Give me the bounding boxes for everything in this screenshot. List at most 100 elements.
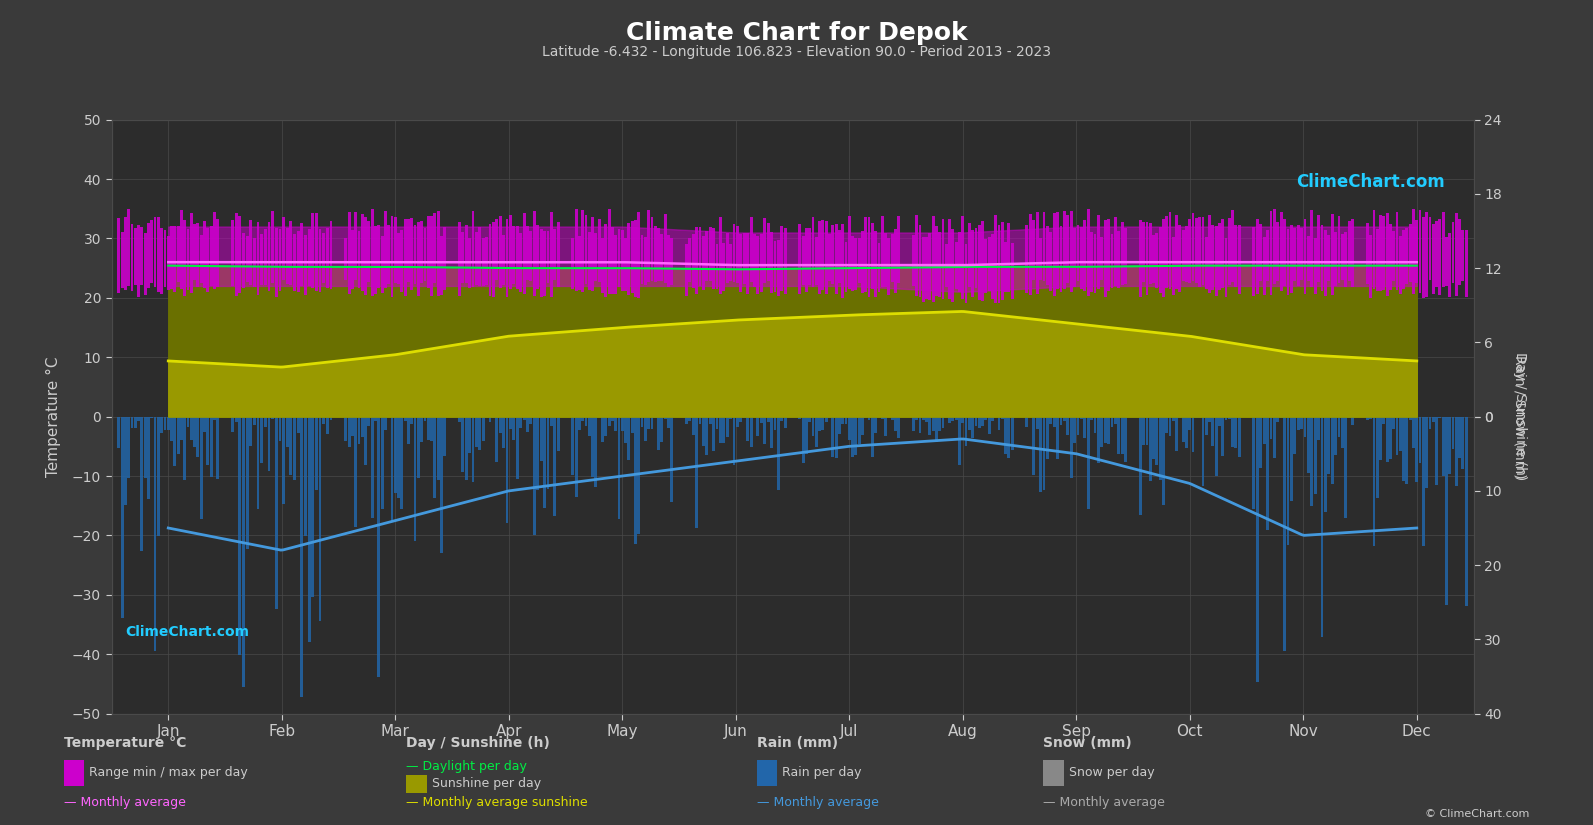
Bar (264, 417, 266, 427)
Bar (1330, 214, 1333, 295)
Bar (1317, 417, 1321, 440)
Bar (457, 222, 460, 295)
Bar (1344, 417, 1348, 518)
Bar (196, 417, 199, 457)
Bar (847, 216, 851, 289)
Bar (304, 417, 307, 536)
Bar (1314, 238, 1316, 294)
Bar (526, 417, 529, 431)
Bar (315, 417, 319, 490)
Bar (327, 229, 328, 288)
Bar (601, 238, 604, 293)
Bar (492, 222, 495, 297)
Bar (1426, 417, 1427, 488)
Bar (231, 220, 234, 285)
Bar (997, 417, 1000, 431)
Bar (1448, 233, 1451, 297)
Bar (304, 235, 307, 295)
Bar (417, 222, 419, 296)
Bar (948, 417, 951, 422)
Bar (242, 417, 245, 687)
Bar (730, 243, 733, 281)
Bar (499, 417, 502, 433)
Text: Snow per day: Snow per day (1069, 766, 1155, 779)
Bar (932, 417, 935, 431)
Bar (1376, 229, 1378, 291)
Bar (276, 417, 277, 609)
Bar (319, 229, 322, 291)
Bar (1053, 417, 1056, 427)
Bar (1335, 417, 1337, 455)
Bar (1204, 417, 1207, 435)
Bar (801, 236, 804, 285)
Bar (739, 234, 742, 291)
Bar (798, 224, 801, 294)
Bar (510, 214, 511, 289)
Bar (1389, 224, 1392, 290)
Bar (838, 417, 841, 435)
Bar (671, 238, 674, 285)
Bar (1263, 238, 1265, 295)
Bar (546, 417, 550, 489)
Bar (1225, 417, 1228, 420)
Bar (1007, 223, 1010, 292)
Bar (1373, 210, 1375, 289)
Bar (121, 417, 124, 618)
Bar (1351, 417, 1354, 426)
Bar (871, 417, 873, 457)
Bar (256, 417, 260, 509)
Bar (1266, 229, 1270, 281)
Bar (478, 227, 481, 286)
Bar (158, 417, 159, 536)
Bar (1238, 417, 1241, 457)
Bar (723, 417, 725, 444)
Bar (709, 227, 712, 281)
Bar (242, 233, 245, 288)
Bar (1442, 417, 1445, 475)
Bar (1348, 221, 1351, 280)
Bar (644, 237, 647, 285)
Bar (1090, 232, 1093, 292)
Bar (581, 417, 585, 421)
Bar (1282, 417, 1286, 651)
Bar (1176, 417, 1177, 451)
Bar (543, 417, 546, 508)
Bar (330, 417, 333, 420)
Bar (1380, 214, 1383, 291)
Bar (1231, 210, 1235, 282)
Bar (1370, 235, 1372, 298)
Bar (628, 417, 631, 460)
Bar (143, 417, 147, 478)
Bar (202, 417, 205, 431)
Bar (1327, 417, 1330, 474)
Bar (1415, 220, 1418, 283)
Bar (384, 211, 387, 288)
Bar (965, 417, 967, 446)
Bar (1198, 417, 1201, 418)
Bar (1370, 417, 1372, 419)
Bar (505, 219, 508, 297)
Bar (293, 417, 296, 480)
Bar (1311, 417, 1313, 506)
Bar (290, 417, 292, 475)
Bar (631, 220, 634, 293)
Bar (158, 217, 159, 292)
Bar (929, 233, 932, 300)
Bar (1179, 417, 1182, 418)
Bar (397, 417, 400, 498)
Bar (381, 236, 384, 293)
Bar (513, 417, 515, 441)
Bar (430, 417, 433, 441)
Bar (150, 219, 153, 283)
Text: — Daylight per day: — Daylight per day (406, 760, 527, 773)
Bar (730, 417, 733, 419)
Bar (894, 417, 897, 431)
Bar (1039, 417, 1042, 493)
Bar (769, 417, 773, 448)
Bar (486, 238, 487, 285)
Bar (897, 417, 900, 437)
Bar (1185, 417, 1188, 448)
Bar (1321, 225, 1324, 291)
Bar (199, 235, 202, 283)
Bar (726, 233, 728, 282)
